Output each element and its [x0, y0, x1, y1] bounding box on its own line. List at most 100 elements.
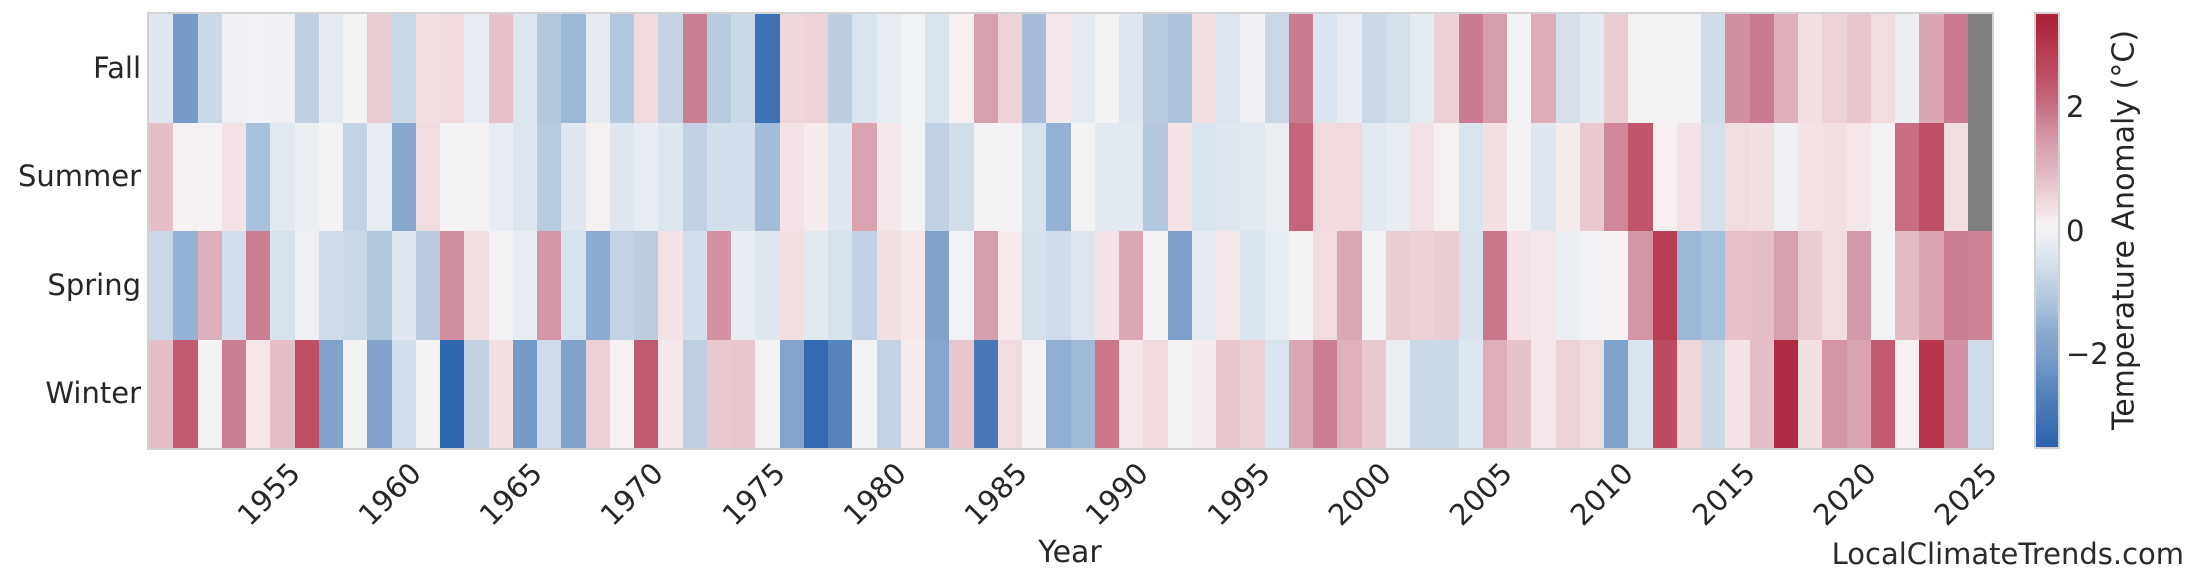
heatmap-cell — [1579, 14, 1604, 123]
x-axis-label: Year — [1038, 535, 1102, 570]
heatmap-cell — [1676, 339, 1701, 448]
heatmap-cell — [391, 122, 416, 231]
heatmap-cell — [1846, 339, 1871, 448]
heatmap-cell — [391, 231, 416, 340]
heatmap-cell — [1895, 122, 1920, 231]
heatmap-cell — [852, 14, 877, 123]
heatmap-cell — [1313, 339, 1338, 448]
heatmap-cell — [1361, 231, 1386, 340]
heatmap-cell — [779, 231, 804, 340]
x-tick-label: 2025 — [1927, 456, 2004, 533]
heatmap-cell — [949, 14, 974, 123]
heatmap-cell — [1458, 339, 1483, 448]
row-label-summer: Summer — [17, 159, 141, 193]
heatmap-cell — [1313, 122, 1338, 231]
heatmap-cell — [1216, 339, 1241, 448]
heatmap-cell — [1191, 339, 1216, 448]
heatmap-grid — [149, 14, 1992, 448]
heatmap-cell — [682, 122, 707, 231]
heatmap-cell — [828, 122, 853, 231]
heatmap-cell — [1895, 14, 1920, 123]
heatmap-cell — [658, 14, 683, 123]
heatmap-cell — [1143, 122, 1168, 231]
heatmap-cell — [391, 339, 416, 448]
heatmap-cell — [1773, 339, 1798, 448]
heatmap-cell — [1967, 231, 1992, 340]
heatmap-cell — [682, 231, 707, 340]
heatmap-cell — [1773, 14, 1798, 123]
heatmap-cell — [1628, 122, 1653, 231]
heatmap-cell — [197, 122, 222, 231]
heatmap-cell — [537, 14, 562, 123]
heatmap-cell — [1143, 339, 1168, 448]
heatmap-cell — [1604, 339, 1629, 448]
heatmap-cell — [779, 122, 804, 231]
heatmap-cell — [1191, 14, 1216, 123]
heatmap-cell — [1701, 122, 1726, 231]
heatmap-cell — [828, 339, 853, 448]
heatmap-cell — [585, 231, 610, 340]
heatmap-cell — [1967, 339, 1992, 448]
heatmap-cell — [803, 231, 828, 340]
heatmap-cell — [1822, 231, 1847, 340]
heatmap-cell — [1191, 231, 1216, 340]
heatmap-cell — [415, 231, 440, 340]
heatmap-cell — [1313, 231, 1338, 340]
colorbar-gradient — [2036, 14, 2058, 447]
heatmap-cell — [828, 231, 853, 340]
heatmap-cell — [464, 14, 489, 123]
heatmap-cell — [488, 339, 513, 448]
heatmap-cell — [585, 122, 610, 231]
x-tick-label: 1970 — [593, 456, 671, 533]
heatmap-cell — [1264, 122, 1289, 231]
heatmap-cell — [1676, 231, 1701, 340]
heatmap-cell — [1967, 14, 1992, 123]
heatmap-cell — [1070, 231, 1095, 340]
heatmap-cell — [1798, 14, 1823, 123]
heatmap-cell — [440, 231, 465, 340]
heatmap-cell — [318, 339, 343, 448]
heatmap-cell — [1798, 339, 1823, 448]
heatmap-cell — [900, 231, 925, 340]
heatmap-cell — [1870, 339, 1895, 448]
heatmap-cell — [609, 14, 634, 123]
heatmap-cell — [1070, 122, 1095, 231]
heatmap-cell — [464, 339, 489, 448]
heatmap-cell — [779, 339, 804, 448]
heatmap-cell — [1725, 122, 1750, 231]
heatmap-cell — [1070, 339, 1095, 448]
heatmap-cell — [706, 14, 731, 123]
heatmap-cell — [294, 231, 319, 340]
heatmap-cell — [173, 231, 198, 340]
x-tick-label: 2005 — [1442, 456, 1519, 533]
heatmap-cell — [173, 339, 198, 448]
heatmap-cell — [731, 14, 756, 123]
heatmap-cell — [1240, 231, 1265, 340]
heatmap-cell — [173, 14, 198, 123]
heatmap-cell — [1870, 231, 1895, 340]
heatmap-cell — [997, 122, 1022, 231]
heatmap-cell — [440, 339, 465, 448]
heatmap-cell — [537, 122, 562, 231]
heatmap-cell — [1701, 14, 1726, 123]
heatmap-cell — [343, 231, 368, 340]
heatmap-cell — [1701, 231, 1726, 340]
heatmap-cell — [609, 122, 634, 231]
heatmap-cell — [1119, 14, 1144, 123]
heatmap-cell — [270, 122, 295, 231]
heatmap-cell — [1555, 122, 1580, 231]
heatmap-cell — [1022, 14, 1047, 123]
heatmap-cell — [1434, 122, 1459, 231]
heatmap-cell — [925, 231, 950, 340]
heatmap-cell — [755, 14, 780, 123]
heatmap-cell — [343, 339, 368, 448]
heatmap-cell — [973, 122, 998, 231]
heatmap-cell — [852, 122, 877, 231]
heatmap-cell — [221, 231, 246, 340]
heatmap-cell — [1604, 14, 1629, 123]
heatmap-cell — [1434, 14, 1459, 123]
heatmap-cell — [1361, 122, 1386, 231]
heatmap-cell — [149, 231, 174, 340]
heatmap-cell — [1337, 231, 1362, 340]
